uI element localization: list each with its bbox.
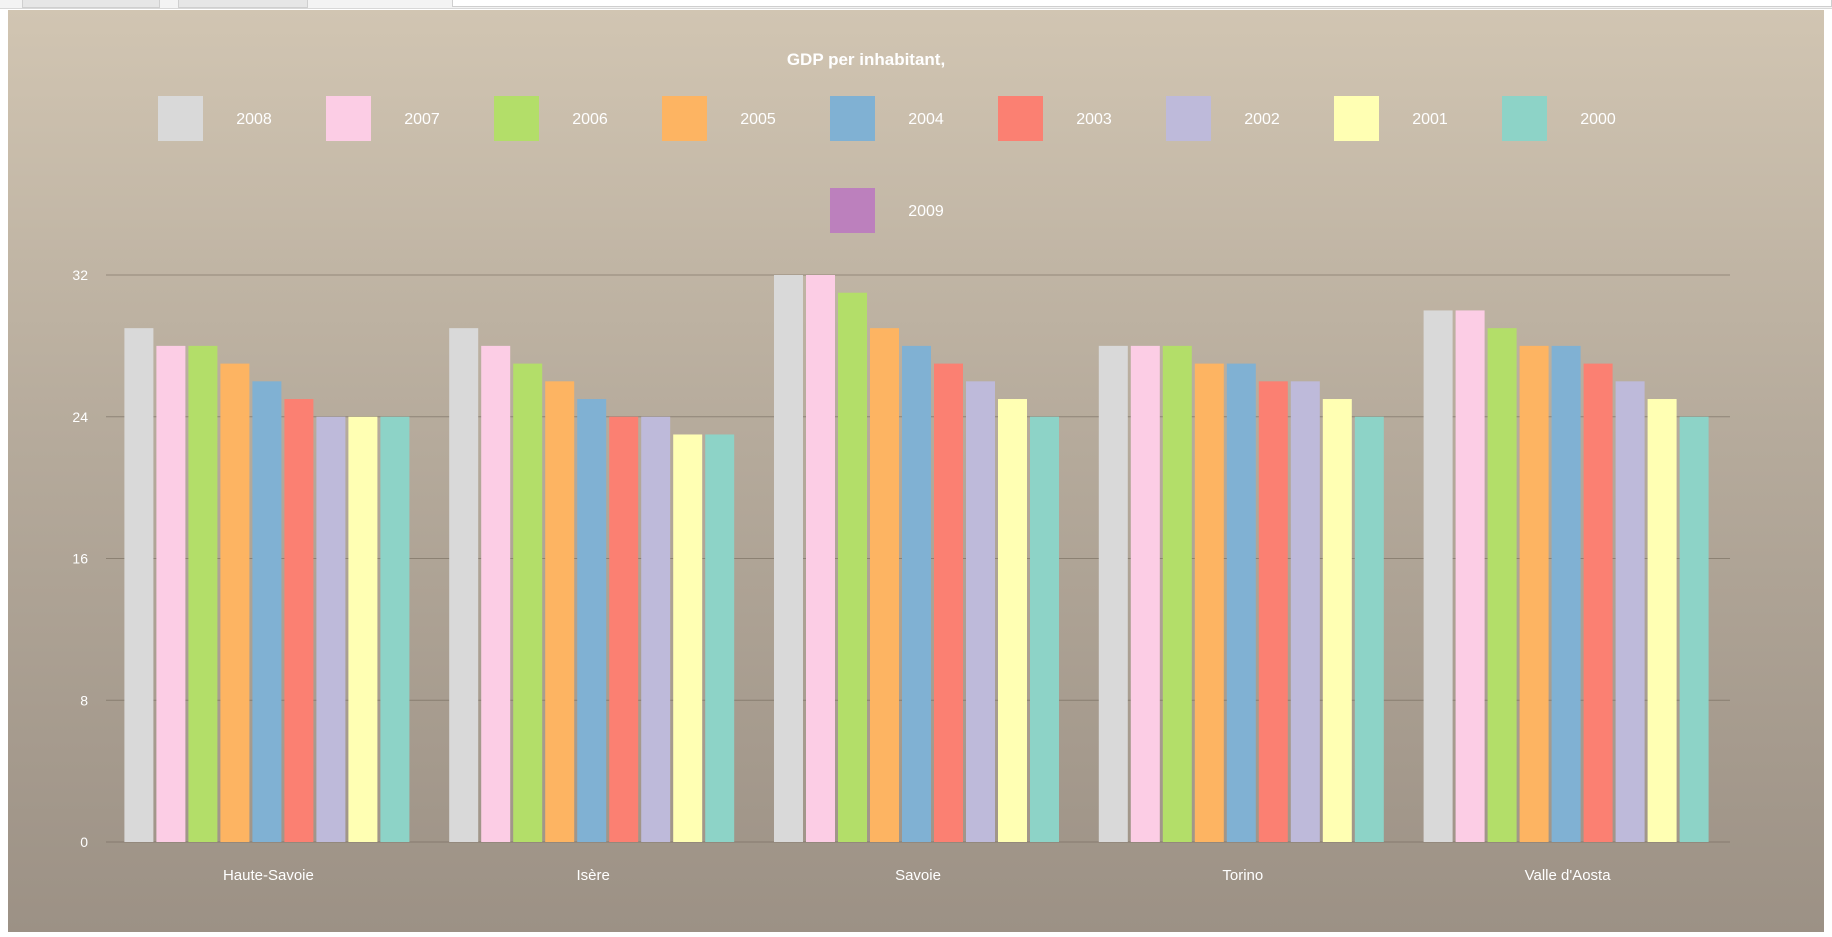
legend-swatch [662,96,707,141]
bar-2004-Torino [1226,363,1256,842]
bar-2003-Haute-Savoie [284,399,314,842]
bar-2004-Haute-Savoie [252,381,282,842]
toolbar-tab[interactable] [178,0,308,8]
chart-title: GDP per inhabitant, [787,50,945,69]
legend-label: 2006 [572,111,608,128]
chart-panel: GDP per inhabitant, 2008 2007 2006 2005 2004… [8,10,1824,932]
bar-2007-Torino [1130,345,1160,842]
legend-label: 2004 [908,111,944,128]
legend-item-2006[interactable]: 2006 [494,96,608,141]
legend-swatch [1502,96,1547,141]
bar-2001-Valle d'Aosta [1647,399,1677,842]
legend-item-2004[interactable]: 2004 [830,96,944,141]
bar-2002-Valle d'Aosta [1615,381,1645,842]
browser-toolbar-strip [0,0,1832,9]
legend-label: 2001 [1412,111,1448,128]
bar-2000-Valle d'Aosta [1679,416,1709,842]
bar-2008-Valle d'Aosta [1423,310,1453,842]
bar-2006-Valle d'Aosta [1487,328,1517,842]
x-tick-label: Isère [577,867,610,884]
legend-label: 2000 [1580,111,1616,128]
bar-2005-Torino [1194,363,1224,842]
bar-2001-Torino [1322,399,1352,842]
address-field[interactable] [452,0,1832,7]
bar-2006-Savoie [838,292,867,842]
y-tick-label: 8 [80,692,88,708]
legend-label: 2005 [740,111,776,128]
bar-2004-Isère [577,399,607,842]
bar-2003-Isère [609,416,639,842]
bar-2000-Isère [705,434,735,842]
bar-2007-Valle d'Aosta [1455,310,1485,842]
bar-2001-Isère [673,434,703,842]
legend-label: 2007 [404,111,440,128]
bar-2004-Valle d'Aosta [1551,345,1581,842]
bar-2005-Isère [545,381,575,842]
bar-2002-Haute-Savoie [316,416,346,842]
x-axis: Haute-Savoie Isère Savoie Torino Valle d'Aos… [223,867,1611,884]
bar-2007-Isère [481,345,511,842]
bar-2008-Isère [449,328,479,842]
legend-item-2007[interactable]: 2007 [326,96,440,141]
x-tick-label: Haute-Savoie [223,867,314,884]
legend-label: 2009 [908,203,944,220]
legend-label: 2002 [1244,111,1280,128]
legend-swatch [158,96,203,141]
gdp-bar-chart: GDP per inhabitant, 2008 2007 2006 2005 2004… [72,50,1730,884]
legend-item-2001[interactable]: 2001 [1334,96,1448,141]
y-axis: 0 8 16 24 32 [72,267,88,850]
bar-2000-Torino [1354,416,1384,842]
legend-item-2005[interactable]: 2005 [662,96,776,141]
bars [124,275,1709,842]
legend-swatch [326,96,371,141]
y-tick-label: 24 [72,409,88,425]
bar-2000-Haute-Savoie [380,416,410,842]
bar-2003-Torino [1258,381,1288,842]
bar-2001-Haute-Savoie [348,416,378,842]
bar-2005-Valle d'Aosta [1519,345,1549,842]
legend-label: 2003 [1076,111,1112,128]
bar-2008-Torino [1098,345,1128,842]
bar-2000-Savoie [1030,416,1059,842]
legend: 2008 2007 2006 2005 2004 2003 2002 2001 2000 2009 [158,96,1616,233]
legend-swatch [1334,96,1379,141]
x-tick-label: Valle d'Aosta [1525,867,1612,884]
bar-2007-Haute-Savoie [156,345,186,842]
legend-swatch [830,96,875,141]
x-tick-label: Torino [1222,867,1263,884]
toolbar-tab[interactable] [22,0,160,8]
bar-2007-Savoie [806,275,835,842]
legend-item-2008[interactable]: 2008 [158,96,272,141]
bar-2001-Savoie [998,399,1027,842]
legend-item-2003[interactable]: 2003 [998,96,1112,141]
legend-label: 2008 [236,111,272,128]
y-tick-label: 16 [72,551,88,567]
bar-2006-Haute-Savoie [188,345,218,842]
legend-item-2000[interactable]: 2000 [1502,96,1616,141]
legend-swatch [998,96,1043,141]
bar-2004-Savoie [902,345,931,842]
bar-2008-Haute-Savoie [124,328,154,842]
bar-2005-Haute-Savoie [220,363,250,842]
x-tick-label: Savoie [895,867,941,884]
legend-swatch [830,188,875,233]
y-tick-label: 0 [80,834,88,850]
bar-2008-Savoie [774,275,803,842]
y-tick-label: 32 [72,267,88,283]
bar-2002-Torino [1290,381,1320,842]
legend-item-2009[interactable]: 2009 [830,188,944,233]
legend-item-2002[interactable]: 2002 [1166,96,1280,141]
legend-swatch [1166,96,1211,141]
bar-2005-Savoie [870,328,899,842]
bar-2006-Isère [513,363,543,842]
bar-2003-Savoie [934,363,963,842]
bar-2006-Torino [1162,345,1192,842]
legend-swatch [494,96,539,141]
bar-2002-Isère [641,416,671,842]
bar-2003-Valle d'Aosta [1583,363,1613,842]
bar-2002-Savoie [966,381,995,842]
